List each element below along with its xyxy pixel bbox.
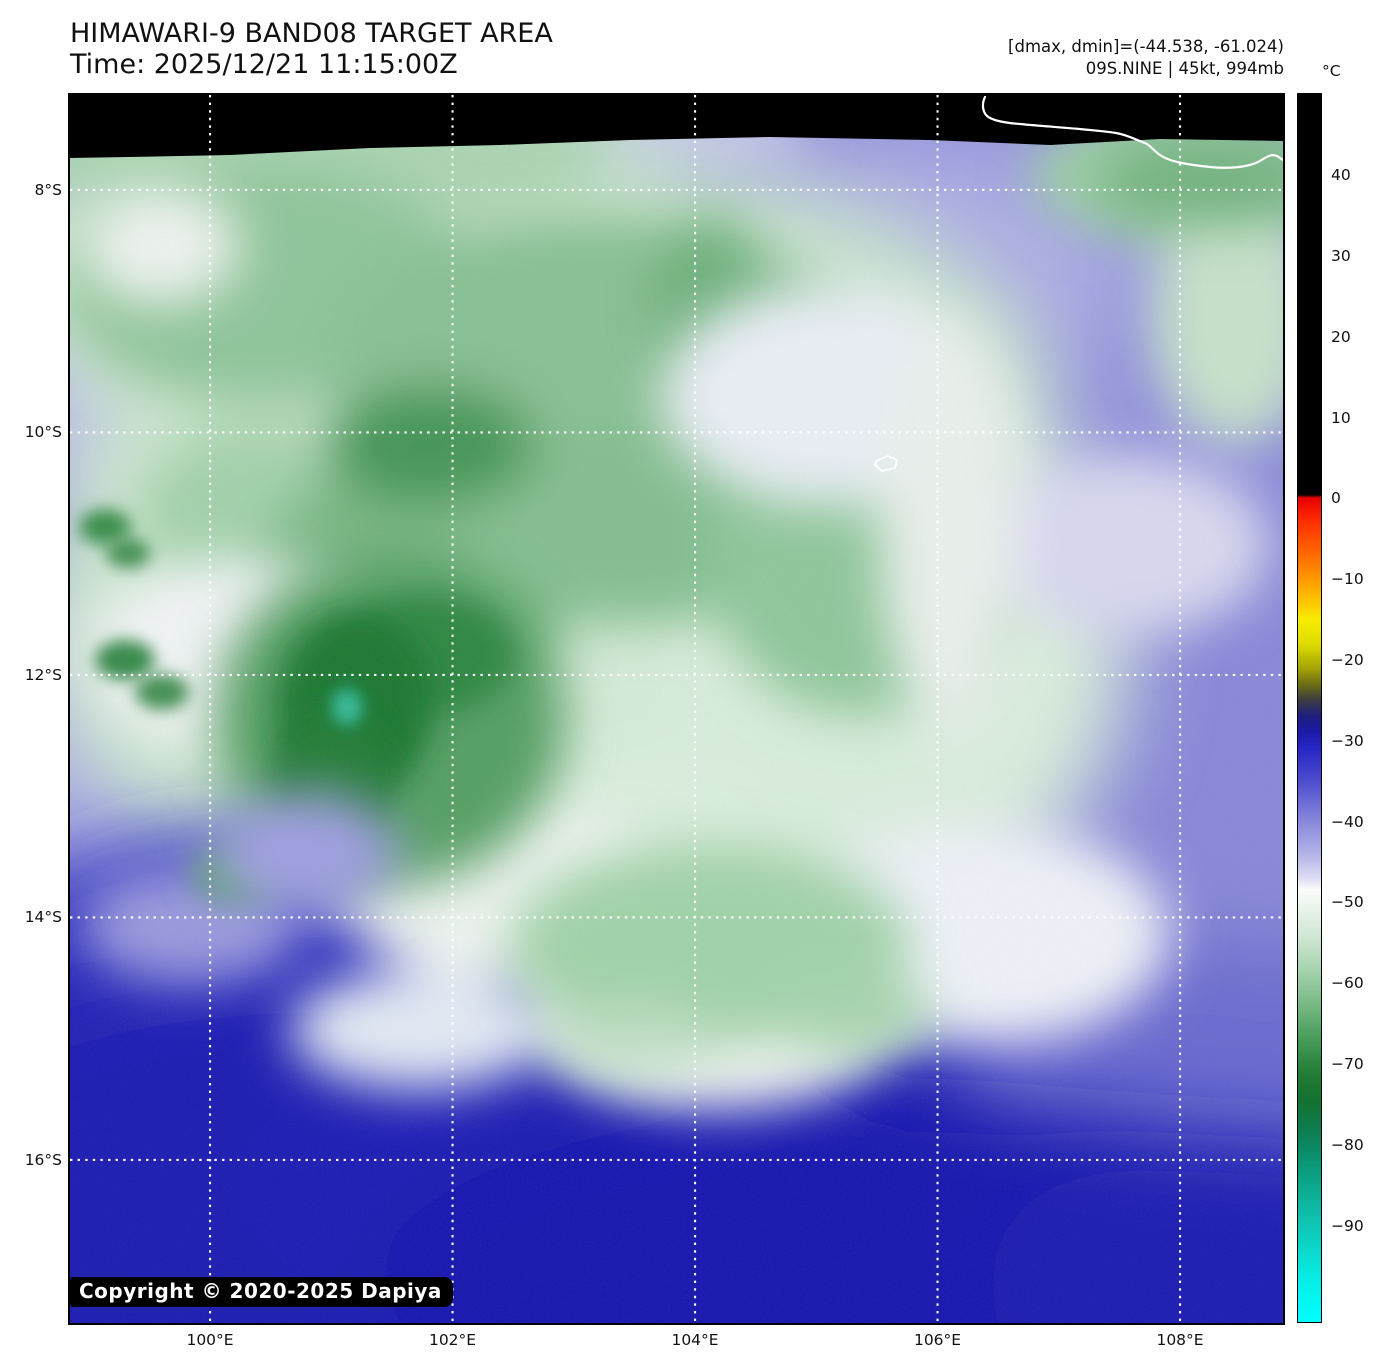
dmax-dmin-annotation: [dmax, dmin]=(-44.538, -61.024): [1008, 37, 1284, 56]
colorbar-tick-label: −50: [1331, 893, 1364, 912]
map-frame: Copyright © 2020-2025 Dapiya: [68, 93, 1285, 1325]
lon-tick-label: 104°E: [671, 1331, 719, 1349]
colorbar-tick-label: −90: [1331, 1216, 1364, 1235]
island-outline: [874, 455, 898, 472]
colorbar-tick-label: 30: [1331, 247, 1351, 266]
title-block: HIMAWARI-9 BAND08 TARGET AREA Time: 2025…: [70, 18, 553, 80]
figure-time: Time: 2025/12/21 11:15:00Z: [70, 49, 458, 80]
lat-tick-label: 16°S: [24, 1150, 62, 1169]
colorbar-tick-label: 40: [1331, 166, 1351, 185]
colorbar-tick-label: −10: [1331, 570, 1364, 589]
copyright-badge: Copyright © 2020-2025 Dapiya: [70, 1277, 453, 1307]
annotation-block: [dmax, dmin]=(-44.538, -61.024) 09S.NINE…: [1008, 36, 1284, 80]
lon-tick-label: 102°E: [428, 1331, 477, 1349]
colorbar-tick-label: −40: [1331, 812, 1364, 831]
colorbar-tick-label: −30: [1331, 731, 1364, 750]
figure-title: HIMAWARI-9 BAND08 TARGET AREA: [70, 18, 553, 49]
image-grain-overlay: [70, 95, 1283, 1323]
lat-tick-label: 10°S: [24, 423, 62, 442]
colorbar-tick-label: −80: [1331, 1135, 1364, 1154]
colorbar: [1297, 93, 1322, 1323]
coastline: [981, 95, 1283, 169]
lon-tick-label: 108°E: [1156, 1331, 1204, 1349]
colorbar-tick-label: −70: [1331, 1054, 1364, 1073]
colorbar-tick-label: −20: [1331, 651, 1364, 670]
lat-tick-label: 8°S: [34, 180, 62, 199]
lat-tick-label: 14°S: [24, 908, 62, 927]
colorbar-tick-label: 10: [1331, 408, 1351, 427]
colorbar-tick-label: 0: [1331, 489, 1341, 508]
lat-tick-label: 12°S: [24, 665, 62, 684]
colorbar-unit-label: °C: [1322, 62, 1341, 80]
graticule: [70, 95, 1283, 1323]
storm-annotation: 09S.NINE | 45kt, 994mb: [1085, 59, 1284, 78]
lon-tick-label: 100°E: [186, 1331, 234, 1349]
colorbar-tick-label: −60: [1331, 974, 1364, 993]
lon-tick-label: 106°E: [913, 1331, 962, 1349]
satellite-image: [70, 95, 1283, 1323]
colorbar-tick-label: 20: [1331, 327, 1351, 346]
no-data-strip: [70, 95, 1283, 158]
